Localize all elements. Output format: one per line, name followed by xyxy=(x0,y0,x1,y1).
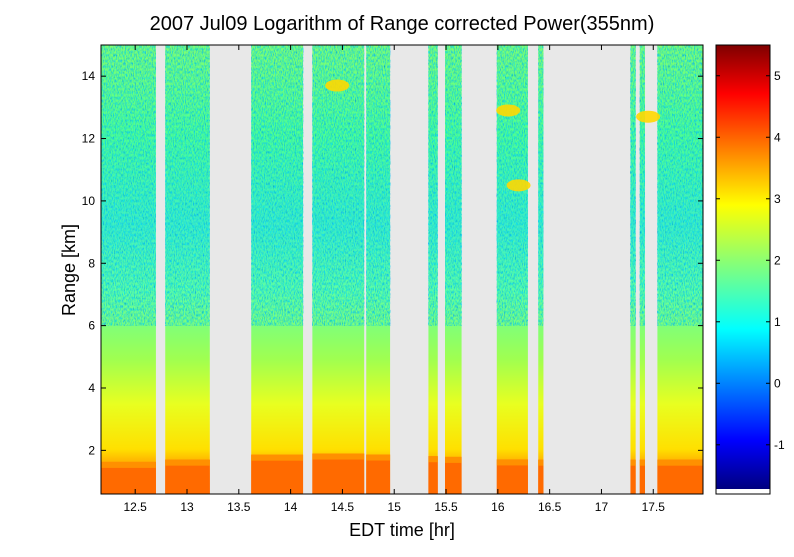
colorbar-tick-label: 4 xyxy=(774,130,781,144)
data-segment xyxy=(630,45,636,494)
data-segment xyxy=(538,45,544,494)
chart-title: 2007 Jul09 Logarithm of Range corrected … xyxy=(150,13,655,35)
y-tick-label: 4 xyxy=(88,381,95,395)
data-segment xyxy=(366,45,391,494)
data-segment xyxy=(251,45,304,494)
cloud-feature xyxy=(636,110,661,123)
colorbar-tick-label: 5 xyxy=(774,69,781,83)
data-segment xyxy=(657,45,703,494)
heatmap-area xyxy=(101,45,703,494)
x-tick-label: 16 xyxy=(491,500,505,514)
data-segment xyxy=(445,45,462,494)
y-tick-label: 8 xyxy=(88,256,95,270)
x-tick-label: 16.5 xyxy=(538,500,562,514)
y-tick-label: 12 xyxy=(82,132,96,146)
cloud-feature xyxy=(496,104,521,117)
x-tick-label: 14 xyxy=(284,500,298,514)
colorbar-tick-label: 3 xyxy=(774,192,781,206)
y-tick-label: 6 xyxy=(88,319,95,333)
x-tick-label: 15 xyxy=(388,500,402,514)
data-segment xyxy=(101,45,156,494)
y-axis-label: Range [km] xyxy=(59,224,79,316)
plot-frame xyxy=(100,44,704,495)
data-segment xyxy=(428,45,438,494)
colorbar-tick-label: -1 xyxy=(774,438,785,452)
cloud-feature xyxy=(506,179,531,192)
colorbar-tick-label: 0 xyxy=(774,376,781,390)
x-tick-label: 17.5 xyxy=(642,500,666,514)
x-tick-label: 13 xyxy=(180,500,194,514)
y-tick-label: 14 xyxy=(82,69,96,83)
x-axis: 12.5 13 13.5 14 14.5 15 15.5 16 16.5 17 17.5 xyxy=(124,45,666,514)
colorbar-tick-label: 2 xyxy=(774,253,781,267)
x-tick-label: 13.5 xyxy=(227,500,251,514)
colorbar-tick-label: 1 xyxy=(774,315,781,329)
data-segment xyxy=(165,45,210,494)
colorbar: -1 0 1 2 3 4 5 xyxy=(715,44,785,495)
cloud-feature xyxy=(325,79,350,92)
x-tick-label: 14.5 xyxy=(331,500,355,514)
x-tick-label: 12.5 xyxy=(124,500,148,514)
data-segment xyxy=(639,45,645,494)
data-segment xyxy=(312,45,365,494)
x-tick-label: 15.5 xyxy=(434,500,458,514)
x-axis-label: EDT time [hr] xyxy=(349,520,455,540)
x-tick-label: 17 xyxy=(595,500,609,514)
y-axis: 2 4 6 8 10 12 14 xyxy=(82,69,703,457)
y-tick-label: 10 xyxy=(82,194,96,208)
y-tick-label: 2 xyxy=(88,443,95,457)
